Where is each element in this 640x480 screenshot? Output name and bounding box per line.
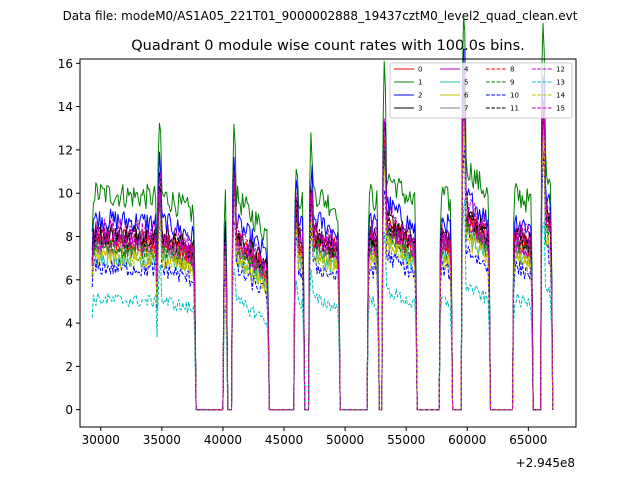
series-line-12 bbox=[91, 109, 554, 411]
x-tick-label: 60000 bbox=[448, 433, 486, 447]
x-axis-ticks: 30000 35000 40000 45000 50000 55000 60000 65000 bbox=[82, 427, 547, 447]
legend-label-10: 10 bbox=[510, 92, 519, 100]
x-tick-label: 30000 bbox=[82, 433, 120, 447]
y-tick-label: 0 bbox=[65, 403, 73, 417]
series-line-13 bbox=[91, 199, 554, 411]
x-tick-label: 45000 bbox=[265, 433, 303, 447]
legend-label-1: 1 bbox=[418, 79, 422, 87]
chart-title: Quadrant 0 module wise count rates with … bbox=[131, 38, 525, 54]
legend-label-3: 3 bbox=[418, 105, 422, 113]
legend-label-12: 12 bbox=[556, 66, 565, 74]
series-line-9 bbox=[91, 111, 554, 411]
legend-label-6: 6 bbox=[464, 92, 469, 100]
y-axis-ticks: 0 2 4 6 8 10 12 14 16 bbox=[58, 57, 80, 417]
legend-label-15: 15 bbox=[556, 105, 565, 113]
legend-box bbox=[389, 62, 573, 119]
plot-lines bbox=[91, 14, 554, 411]
x-offset-label: +2.945e8 bbox=[516, 456, 575, 470]
x-tick-label: 65000 bbox=[509, 433, 547, 447]
x-tick-label: 55000 bbox=[387, 433, 425, 447]
series-line-1 bbox=[91, 14, 554, 411]
legend-label-11: 11 bbox=[510, 105, 519, 113]
legend-label-9: 9 bbox=[510, 79, 514, 87]
y-tick-label: 16 bbox=[58, 57, 73, 71]
y-tick-label: 12 bbox=[58, 143, 73, 157]
legend-label-5: 5 bbox=[464, 79, 468, 87]
x-tick-label: 40000 bbox=[204, 433, 242, 447]
legend-label-7: 7 bbox=[464, 105, 468, 113]
plot-area-border bbox=[79, 58, 577, 428]
axes-frame bbox=[79, 58, 577, 428]
legend-label-13: 13 bbox=[556, 79, 565, 87]
series-line-10 bbox=[91, 145, 554, 411]
y-tick-label: 14 bbox=[58, 100, 73, 114]
y-tick-label: 4 bbox=[65, 317, 73, 331]
series-line-14 bbox=[91, 121, 554, 411]
x-tick-label: 50000 bbox=[326, 433, 364, 447]
figure-suptitle: Data file: modeM0/AS1A05_221T01_90000028… bbox=[63, 9, 578, 23]
y-tick-label: 10 bbox=[58, 187, 73, 201]
series-line-2 bbox=[91, 48, 554, 411]
y-tick-label: 2 bbox=[65, 360, 73, 374]
legend-label-0: 0 bbox=[418, 66, 422, 74]
series-line-15 bbox=[91, 66, 554, 411]
y-tick-label: 6 bbox=[65, 273, 73, 287]
x-tick-label: 35000 bbox=[143, 433, 181, 447]
y-tick-label: 8 bbox=[65, 230, 73, 244]
legend-label-14: 14 bbox=[556, 92, 565, 100]
legend-label-4: 4 bbox=[464, 66, 469, 74]
legend-label-8: 8 bbox=[510, 66, 514, 74]
legend-label-2: 2 bbox=[418, 92, 422, 100]
